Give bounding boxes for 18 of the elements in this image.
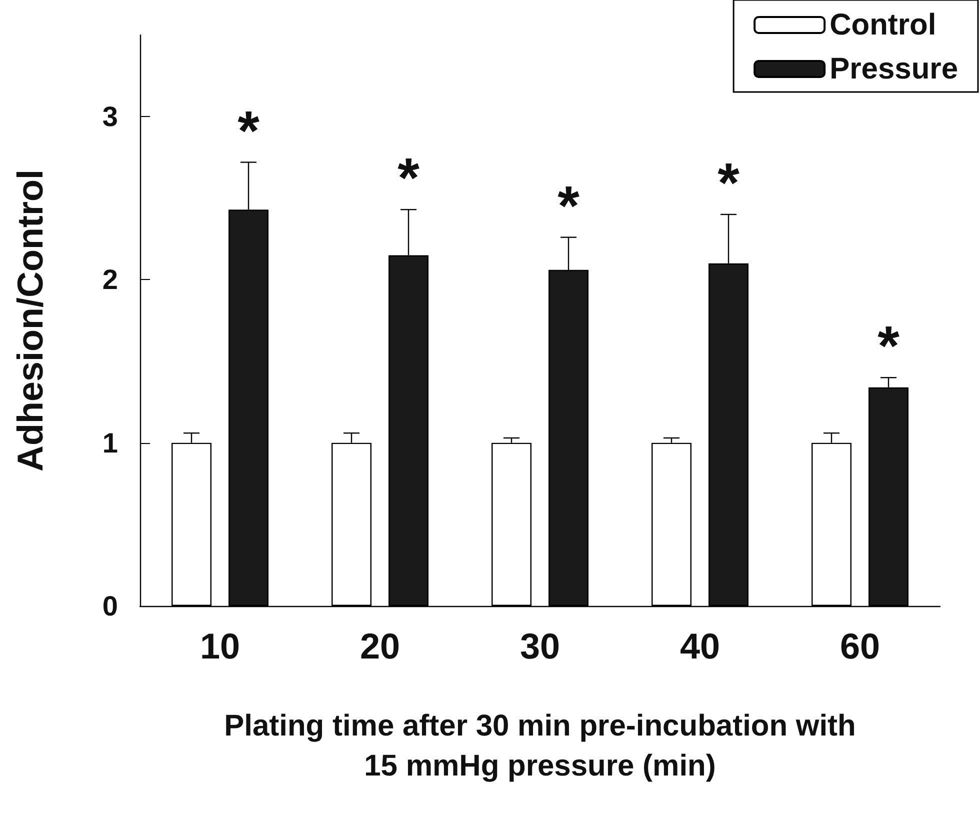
- legend-label: Control: [830, 8, 936, 42]
- annotation: *: [558, 174, 580, 237]
- y-tick-label: 2: [102, 264, 118, 296]
- legend-label: Pressure: [830, 52, 958, 86]
- y-tick-label: 1: [102, 427, 118, 458]
- annotation: *: [398, 146, 420, 210]
- y-tick-label: 0: [102, 590, 118, 622]
- annotation: *: [718, 150, 740, 214]
- x-tick-label: 40: [680, 626, 720, 666]
- x-tick-label: 10: [200, 626, 240, 666]
- x-tick-label: 20: [360, 626, 400, 666]
- x-tick-label: 30: [520, 626, 560, 666]
- annotation: *: [238, 98, 260, 162]
- y-axis-title: Adhesion/Control: [10, 170, 50, 472]
- annotation: *: [878, 314, 900, 378]
- x-tick-label: 60: [840, 626, 880, 666]
- y-tick-label: 3: [102, 101, 118, 132]
- x-axis-title: Plating time after 30 min pre-incubation with 15 mmHg pressure (min): [224, 710, 856, 782]
